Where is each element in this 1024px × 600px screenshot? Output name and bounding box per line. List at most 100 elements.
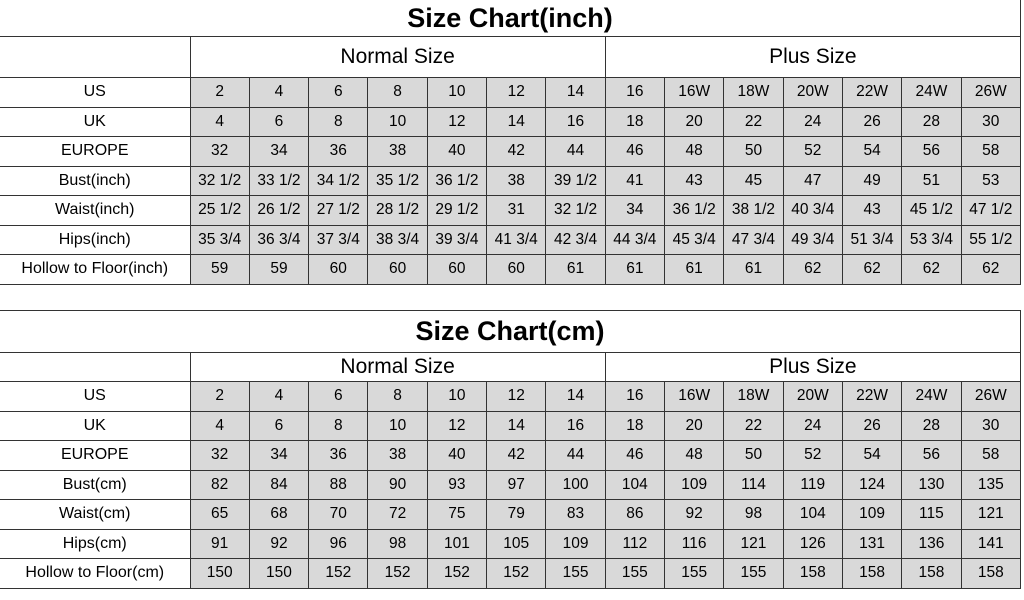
- table-cell: 30: [960, 410, 1022, 441]
- row-label: Hips(cm): [0, 528, 191, 559]
- table-cell: 26W: [960, 381, 1022, 412]
- table-cell: 36 1/2: [426, 165, 488, 196]
- table-row: Hollow to Floor(inch) 59 59 60 60 60 60 61 61 61 6…: [0, 254, 1022, 285]
- table-cell: 126: [782, 528, 843, 559]
- table-cell: 98: [723, 499, 784, 530]
- table-cell: 40: [426, 440, 488, 471]
- table-cell: 32: [189, 440, 250, 471]
- table-cell: 26 1/2: [248, 195, 310, 226]
- row-label: Hollow to Floor(cm): [0, 558, 191, 589]
- title-row: Size Chart(cm): [0, 310, 1021, 353]
- row-label: EUROPE: [0, 440, 191, 471]
- table-cell: 16: [545, 410, 606, 441]
- table-cell: 84: [248, 469, 310, 500]
- table-cell: 10: [367, 410, 428, 441]
- table-cell: 46: [604, 136, 666, 167]
- table-cell: 24W: [901, 77, 962, 108]
- table-cell: 115: [901, 499, 962, 530]
- table-cell: 47: [782, 165, 843, 196]
- table-cell: 75: [426, 499, 488, 530]
- table-cell: 60: [308, 254, 369, 285]
- table-cell: 38: [486, 165, 547, 196]
- table-cell: 43: [663, 165, 725, 196]
- table-cell: 30: [960, 106, 1022, 137]
- table-cell: 44: [545, 440, 606, 471]
- table-row: Bust(cm) 82 84 88 90 93 97 100 104 109 114 119 124 13…: [0, 469, 1022, 500]
- table-cell: 35 1/2: [367, 165, 428, 196]
- table-cell: 79: [486, 499, 547, 530]
- table-cell: 36: [308, 440, 369, 471]
- table-cell: 83: [545, 499, 606, 530]
- table-cell: 61: [545, 254, 606, 285]
- table-row: Hips(cm) 91 92 96 98 101 105 109 112 116 121 126 131…: [0, 528, 1022, 559]
- table-cell: 60: [367, 254, 428, 285]
- table-cell: 16W: [663, 381, 725, 412]
- table-cell: 49: [841, 165, 903, 196]
- table-cell: 119: [782, 469, 843, 500]
- table-cell: 12: [486, 77, 547, 108]
- table-cell: 50: [723, 440, 784, 471]
- table-cell: 25 1/2: [189, 195, 250, 226]
- table-row: UK 4 6 8 10 12 14 16 18 20 22 24 26 28 30: [0, 106, 1022, 137]
- table-cell: 33 1/2: [248, 165, 310, 196]
- table-cell: 39 3/4: [426, 224, 488, 255]
- table-row: UK 4 6 8 10 12 14 16 18 20 22 24 26 28 30: [0, 410, 1022, 441]
- table-cell: 93: [426, 469, 488, 500]
- table-cell: 26: [841, 410, 903, 441]
- table-cell: 82: [189, 469, 250, 500]
- table-cell: 62: [960, 254, 1022, 285]
- table-cell: 61: [663, 254, 725, 285]
- table-cell: 27 1/2: [308, 195, 369, 226]
- table-row: Hips(inch) 35 3/4 36 3/4 37 3/4 38 3/4 39 3/4…: [0, 224, 1022, 255]
- group-header-row: Normal Size Plus Size: [0, 36, 1022, 78]
- table-cell: 109: [545, 528, 606, 559]
- table-cell: 121: [723, 528, 784, 559]
- table-cell: 48: [663, 440, 725, 471]
- table-cell: 48: [663, 136, 725, 167]
- table-cell: 4: [248, 381, 310, 412]
- table-cell: 86: [604, 499, 666, 530]
- row-label: UK: [0, 410, 191, 441]
- table-cell: 158: [960, 558, 1022, 589]
- table-cell: 47 3/4: [723, 224, 784, 255]
- table-cell: 8: [367, 77, 428, 108]
- table-cell: 18W: [723, 77, 784, 108]
- table-cell: 53: [960, 165, 1022, 196]
- table-cell: 20W: [782, 381, 843, 412]
- table-cell: 42: [486, 136, 547, 167]
- table-cell: 130: [901, 469, 962, 500]
- table-row: Waist(inch) 25 1/2 26 1/2 27 1/2 28 1/2 29 1/…: [0, 195, 1022, 226]
- table-cell: 18W: [723, 381, 784, 412]
- table-cell: 8: [308, 106, 369, 137]
- table-cell: 158: [782, 558, 843, 589]
- table-cell: 38 1/2: [723, 195, 784, 226]
- row-label: Waist(inch): [0, 195, 191, 226]
- table-cell: 54: [841, 440, 903, 471]
- table-cell: 16: [545, 106, 606, 137]
- table-cell: 24: [782, 410, 843, 441]
- table-cell: 55 1/2: [960, 224, 1022, 255]
- table-cell: 56: [901, 136, 962, 167]
- table-cell: 96: [308, 528, 369, 559]
- table-cell: 152: [426, 558, 488, 589]
- table-cell: 59: [248, 254, 310, 285]
- table-cell: 150: [248, 558, 310, 589]
- table-cell: 121: [960, 499, 1022, 530]
- table-row: EUROPE 32 34 36 38 40 42 44 46 48 50 52 54 56 58: [0, 136, 1022, 167]
- table-cell: 31: [486, 195, 547, 226]
- table-cell: 90: [367, 469, 428, 500]
- row-label: Hollow to Floor(inch): [0, 254, 191, 285]
- table-row: Waist(cm) 65 68 70 72 75 79 83 86 92 98 104 109 115 12…: [0, 499, 1022, 530]
- table-cell: 35 3/4: [189, 224, 250, 255]
- table-cell: 6: [308, 77, 369, 108]
- table-cell: 34: [604, 195, 666, 226]
- table-cell: 52: [782, 440, 843, 471]
- table-cell: 53 3/4: [901, 224, 962, 255]
- group-header-normal: Normal Size: [189, 352, 606, 382]
- table-cell: 36 1/2: [663, 195, 725, 226]
- table-cell: 136: [901, 528, 962, 559]
- table-cell: 100: [545, 469, 606, 500]
- table-cell: 62: [782, 254, 843, 285]
- table-cell: 2: [189, 381, 250, 412]
- table-cell: 26W: [960, 77, 1022, 108]
